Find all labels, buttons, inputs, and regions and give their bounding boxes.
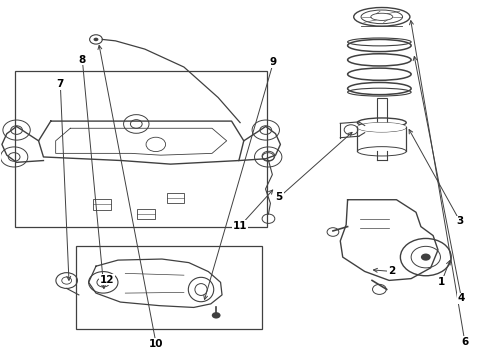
- Text: 6: 6: [461, 337, 468, 347]
- Text: 10: 10: [149, 338, 163, 348]
- Bar: [377, 98, 387, 123]
- Bar: [137, 209, 155, 220]
- Text: 12: 12: [100, 275, 115, 285]
- Bar: [76, 246, 262, 329]
- Text: 8: 8: [79, 54, 86, 64]
- Bar: [15, 71, 267, 226]
- Circle shape: [421, 253, 431, 261]
- Bar: [93, 199, 111, 210]
- Ellipse shape: [357, 123, 406, 132]
- Text: 1: 1: [438, 277, 445, 287]
- Text: 3: 3: [456, 216, 464, 226]
- Circle shape: [212, 312, 220, 319]
- Text: 4: 4: [458, 293, 465, 303]
- Text: 2: 2: [388, 266, 395, 276]
- Text: 7: 7: [57, 79, 64, 89]
- Text: 5: 5: [275, 192, 283, 202]
- Text: 11: 11: [233, 221, 247, 231]
- Bar: [167, 193, 184, 203]
- Circle shape: [94, 38, 98, 41]
- Text: 9: 9: [270, 57, 277, 67]
